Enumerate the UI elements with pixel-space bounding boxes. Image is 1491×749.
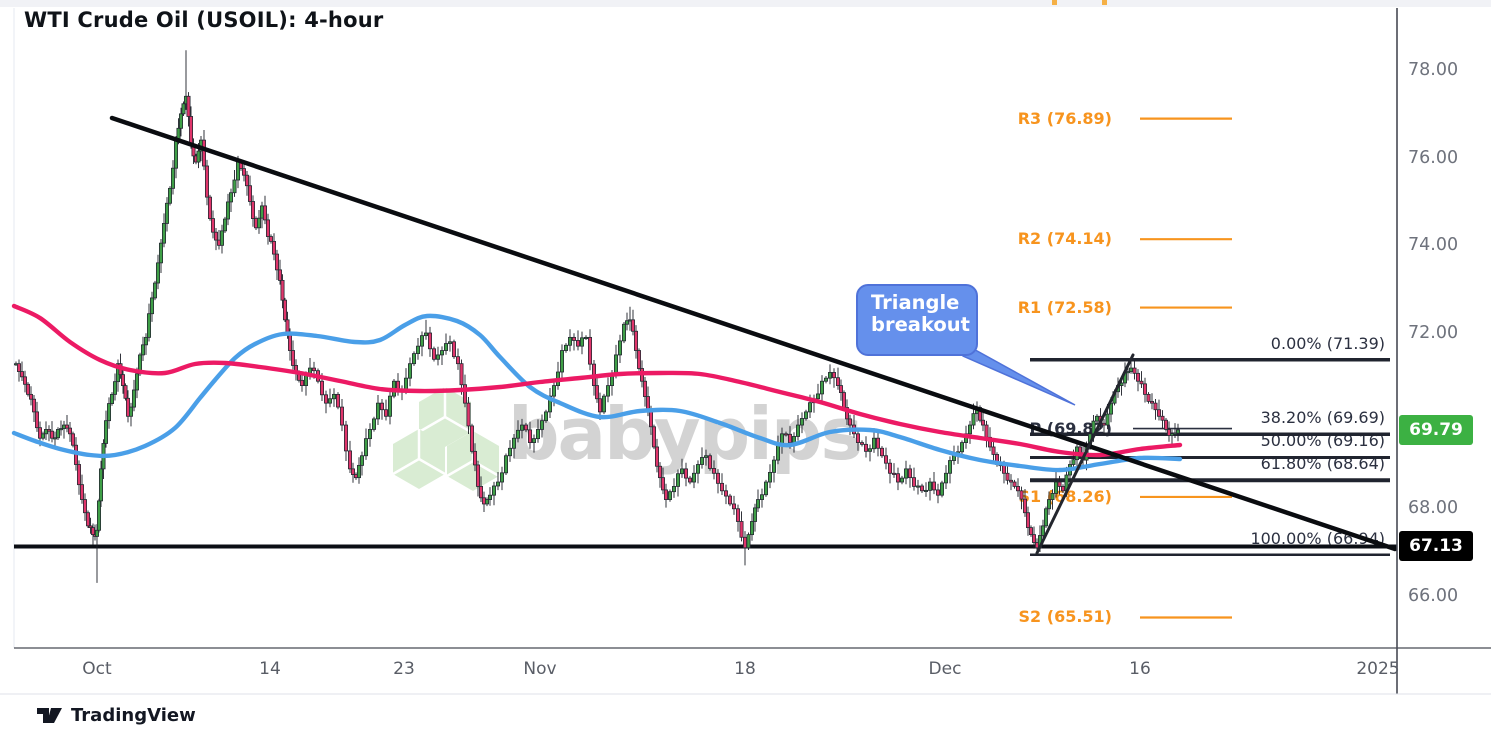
clipped-label-fragment (1052, 0, 1057, 5)
fib-retracement-lines[interactable] (1030, 357, 1390, 557)
callout-line2: breakout (871, 313, 971, 336)
descending-trendline[interactable] (109, 115, 1398, 552)
top-border (0, 0, 1491, 7)
ma-pink-line[interactable] (11, 303, 1183, 458)
candlestick-series (13, 50, 1181, 583)
pivot-level-label: S2 (65.51) (1018, 607, 1112, 627)
triangle-breakout-callout[interactable] (850, 280, 1095, 420)
chart-title: WTI Crude Oil (USOIL): 4-hour (24, 8, 384, 32)
tradingview-icon (37, 708, 62, 723)
callout-line1: Triangle (871, 291, 960, 314)
fib-level-label: 50.00% (69.16) (1260, 431, 1385, 451)
pivot-level-label: R3 (76.89) (1017, 108, 1112, 128)
fib-level-label: 38.20% (69.69) (1260, 408, 1385, 428)
babypips-logo-icon (392, 387, 500, 491)
fib-level-label: 61.80% (68.64) (1260, 454, 1385, 474)
pivot-level-label: R2 (74.14) (1017, 229, 1112, 249)
callout-bubble (856, 284, 978, 356)
fib-level-label: 0.00% (71.39) (1270, 333, 1385, 353)
ma-blue-line[interactable] (11, 313, 1183, 473)
pivot-level-lines[interactable] (1133, 117, 1232, 619)
tradingview-text: TradingView (71, 705, 196, 726)
clipped-label-fragment (1102, 0, 1107, 5)
triangle-breakout-line[interactable] (1035, 353, 1135, 555)
tradingview-logo[interactable]: TradingView (36, 703, 196, 728)
callout-text: Triangle breakout (871, 292, 970, 336)
pivot-level-label: R1 (72.58) (1017, 297, 1112, 317)
